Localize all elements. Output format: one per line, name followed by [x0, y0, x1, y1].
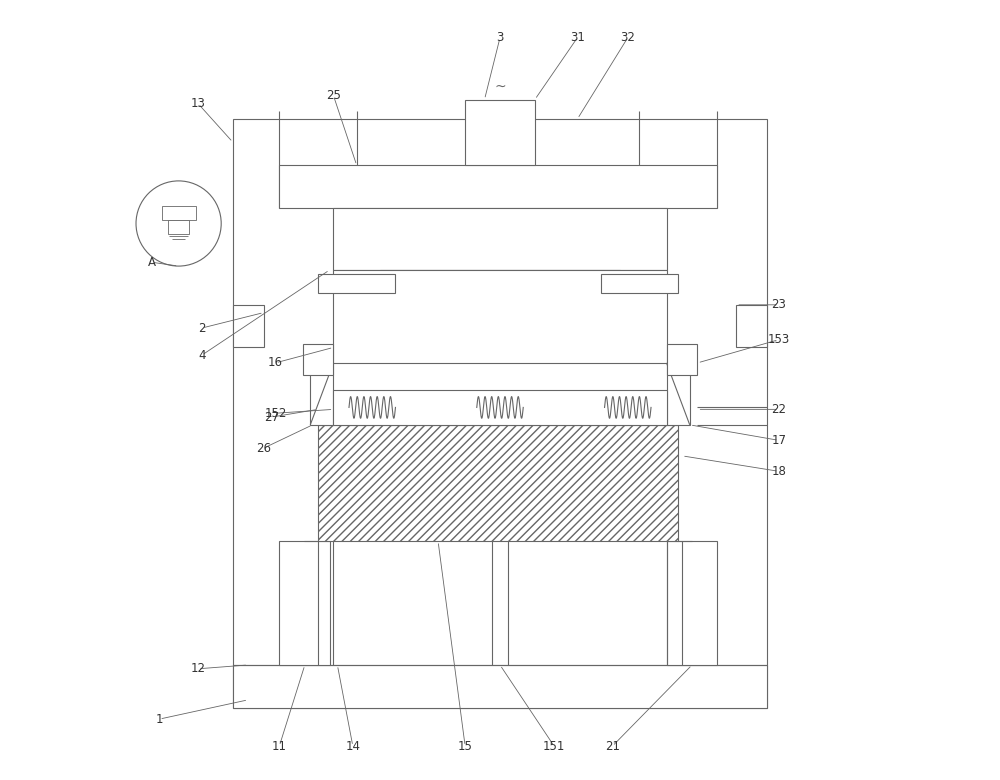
Bar [667, 343, 697, 374]
Text: 23: 23 [771, 298, 786, 311]
Text: 14: 14 [345, 739, 360, 753]
Text: 152: 152 [264, 406, 287, 420]
Text: 21: 21 [605, 739, 620, 753]
Text: 32: 32 [620, 31, 635, 44]
Text: 25: 25 [326, 89, 341, 102]
Bar [233, 305, 264, 347]
Bar [333, 208, 667, 270]
Bar [162, 206, 196, 220]
Text: 13: 13 [191, 97, 205, 110]
Bar [380, 270, 620, 301]
Text: 22: 22 [771, 402, 786, 416]
Circle shape [136, 181, 221, 266]
Text: 27: 27 [264, 410, 279, 424]
Bar [333, 270, 667, 363]
Bar [233, 119, 767, 707]
Bar [168, 220, 189, 233]
Bar [667, 363, 690, 425]
Bar [601, 274, 678, 293]
Bar [303, 343, 333, 374]
Text: 12: 12 [190, 662, 205, 675]
Text: 15: 15 [458, 739, 473, 753]
Bar [310, 363, 333, 425]
Text: 26: 26 [256, 441, 271, 455]
Text: 17: 17 [771, 434, 786, 447]
Text: 3: 3 [496, 31, 504, 44]
Text: 11: 11 [272, 739, 287, 753]
Text: ~: ~ [494, 80, 506, 94]
Bar [279, 165, 717, 208]
Bar [736, 305, 767, 347]
Text: 16: 16 [268, 356, 283, 370]
Text: 151: 151 [543, 739, 565, 753]
Bar [465, 100, 535, 165]
Text: 1: 1 [155, 713, 163, 725]
Text: 2: 2 [198, 321, 206, 335]
Bar [333, 390, 667, 425]
Bar [279, 541, 330, 665]
Text: 18: 18 [771, 465, 786, 478]
Bar [318, 274, 395, 293]
Text: A: A [148, 256, 156, 269]
Text: 153: 153 [768, 333, 790, 346]
Bar [667, 541, 717, 665]
Bar [318, 425, 678, 541]
Bar [233, 665, 767, 707]
Text: 4: 4 [198, 349, 206, 362]
Text: 31: 31 [570, 31, 585, 44]
